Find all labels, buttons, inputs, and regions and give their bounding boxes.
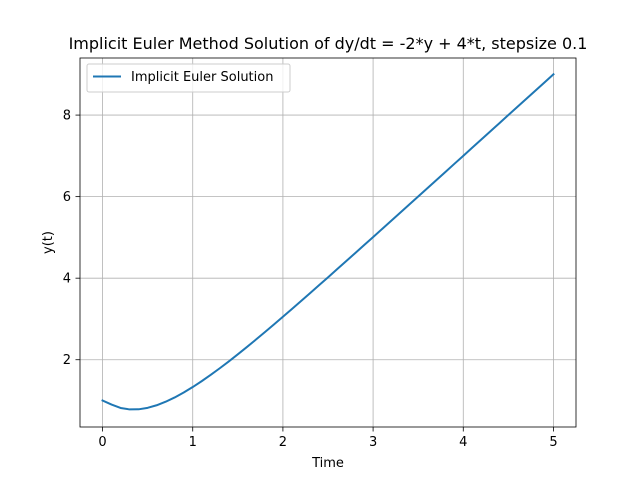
- series-layer: [101, 72, 555, 411]
- y-tick-label: 2: [63, 353, 71, 368]
- plot-frame: [79, 57, 577, 428]
- y-tick-label: 8: [63, 109, 71, 124]
- y-tick-label: 4: [63, 272, 71, 287]
- legend-box: [86, 63, 291, 93]
- x-tick-label: 3: [369, 435, 377, 450]
- y-axis-label: y(t): [41, 231, 56, 254]
- grid-lines: [80, 58, 576, 427]
- x-tick-label: 0: [98, 435, 106, 450]
- x-tick-label: 5: [549, 435, 557, 450]
- x-axis-label: Time: [311, 456, 344, 471]
- chart-title: Implicit Euler Method Solution of dy/dt …: [69, 34, 588, 53]
- series-line-implicit-euler: [101, 72, 555, 411]
- legend-label: Implicit Euler Solution: [131, 70, 273, 85]
- plot-area: [80, 58, 576, 427]
- x-tick-label: 2: [279, 435, 287, 450]
- x-axis-ticks: 0 1 2 3 4 5: [98, 427, 558, 450]
- legend: Implicit Euler Solution: [86, 63, 291, 93]
- x-tick-label: 1: [189, 435, 197, 450]
- y-tick-label: 6: [63, 190, 71, 205]
- y-axis-ticks: 2 4 6 8: [63, 109, 80, 368]
- x-tick-label: 4: [459, 435, 467, 450]
